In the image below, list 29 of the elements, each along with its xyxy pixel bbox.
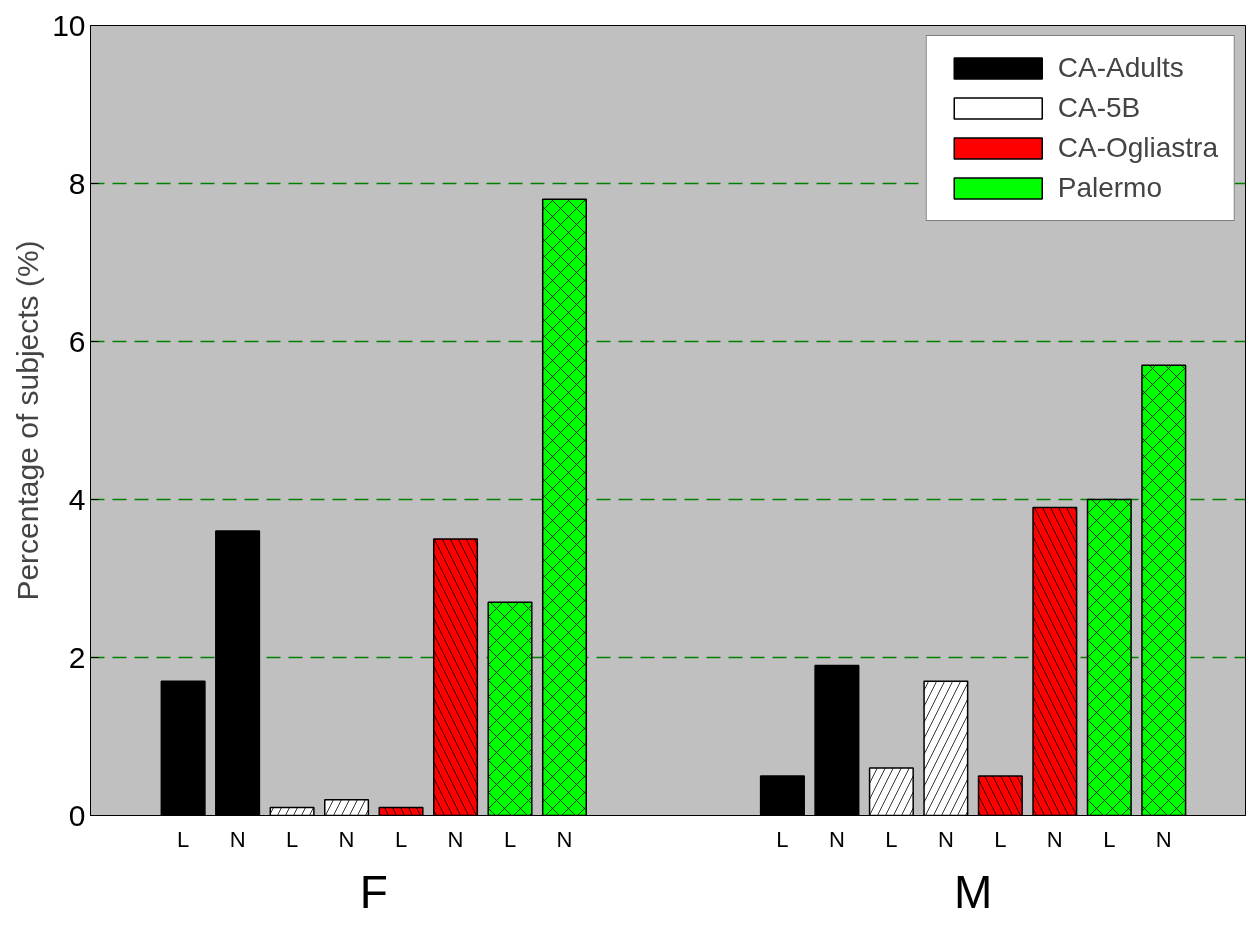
x-tick-label: L [1103,826,1116,852]
x-tick-label: N [338,826,355,852]
legend-label: CA-5B [1057,92,1141,124]
x-tick-label: N [828,826,845,852]
x-tick-label: N [937,826,954,852]
y-tick-label: 6 [68,324,86,358]
x-tick-label: N [1046,826,1063,852]
legend-label: CA-Ogliastra [1057,132,1218,164]
x-tick-label: N [556,826,573,852]
x-tick-label: L [394,826,408,852]
y-axis-title: Percentage of subjects (%) [11,240,45,601]
x-tick-label: L [994,826,1007,852]
text: M [953,865,993,918]
x-tick-label: N [447,826,464,852]
x-tick-label: L [885,826,898,852]
y-tick-label: 2 [68,640,86,674]
y-tick-label: 10 [52,8,86,42]
text: F [359,865,388,918]
y-tick-label: 4 [68,482,86,516]
x-tick-label: L [285,826,299,852]
x-tick-label: L [177,826,190,852]
x-tick-label: L [503,826,517,852]
x-tick-label: N [229,826,246,852]
legend-label: Palermo [1057,172,1162,204]
legend-label: CA-Adults [1057,52,1184,84]
y-tick-label: 0 [68,798,86,832]
y-tick-label: 8 [68,166,86,200]
x-tick-label: L [776,826,789,852]
x-tick-label: N [1155,826,1172,852]
